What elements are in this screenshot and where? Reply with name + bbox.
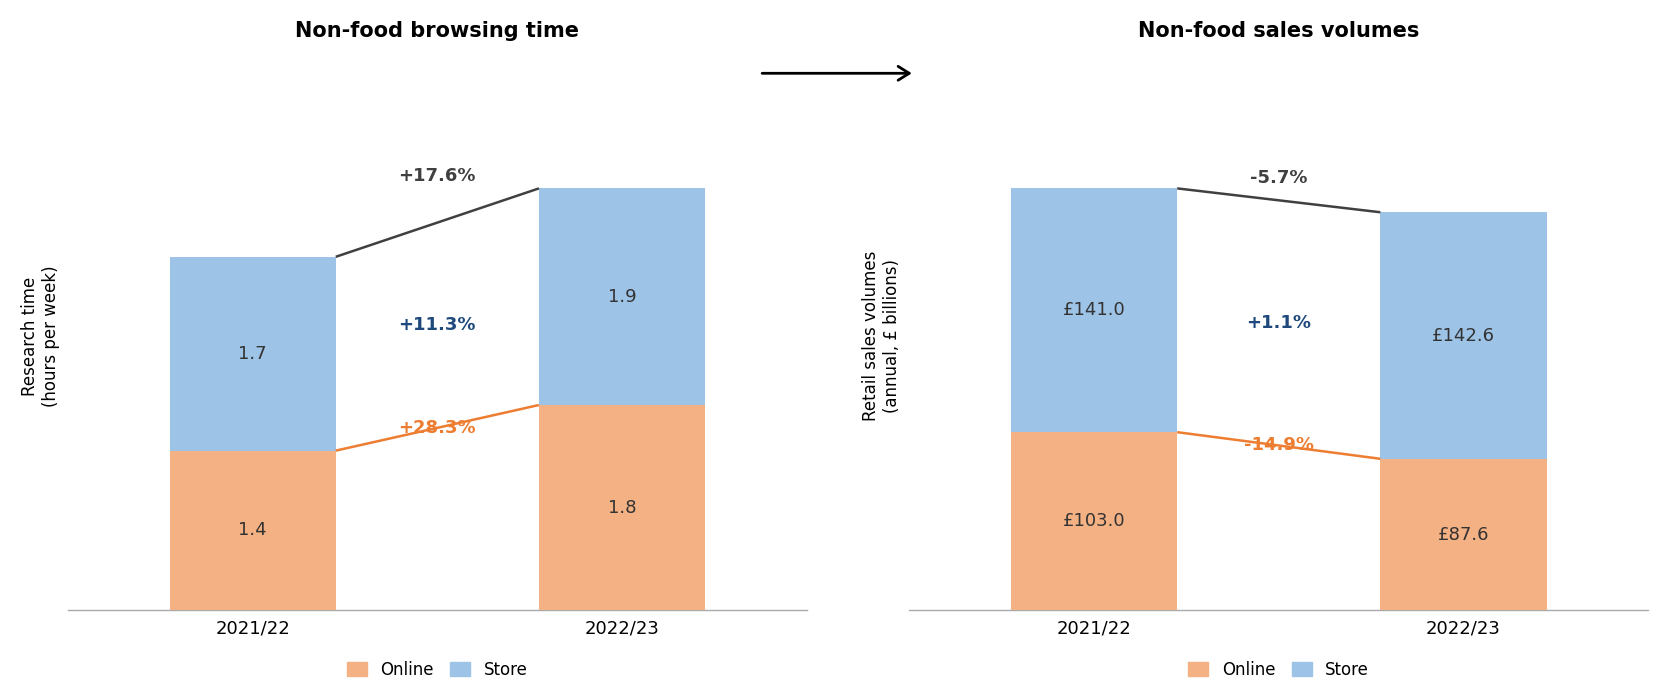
Text: -5.7%: -5.7% [1250,169,1307,187]
Legend: Online, Store: Online, Store [1188,661,1369,678]
Text: 1.7: 1.7 [239,345,267,363]
Bar [539,405,704,610]
Text: 1.9: 1.9 [608,288,636,306]
Bar [539,188,704,405]
Text: +1.1%: +1.1% [1247,314,1312,332]
Text: 1.8: 1.8 [608,498,636,517]
Bar [1011,188,1177,432]
Text: +17.6%: +17.6% [399,167,476,185]
Text: 1.4: 1.4 [239,521,267,540]
Text: £141.0: £141.0 [1063,302,1125,319]
Title: Non-food browsing time: Non-food browsing time [295,21,579,41]
Text: £142.6: £142.6 [1432,327,1495,345]
Text: +11.3%: +11.3% [399,316,476,334]
Bar [170,257,335,451]
Bar [170,451,335,610]
Title: Non-food sales volumes: Non-food sales volumes [1138,21,1419,41]
Text: +28.3%: +28.3% [399,419,476,437]
Text: -14.9%: -14.9% [1243,436,1314,454]
Text: £103.0: £103.0 [1063,512,1125,530]
Text: £87.6: £87.6 [1437,526,1489,544]
Bar [1011,432,1177,610]
Y-axis label: Retail sales volumes
(annual, £ billions): Retail sales volumes (annual, £ billions… [863,251,901,421]
Y-axis label: Research time
(hours per week): Research time (hours per week) [20,265,60,407]
Bar [1380,212,1547,459]
Legend: Online, Store: Online, Store [347,661,527,678]
Bar [1380,459,1547,610]
